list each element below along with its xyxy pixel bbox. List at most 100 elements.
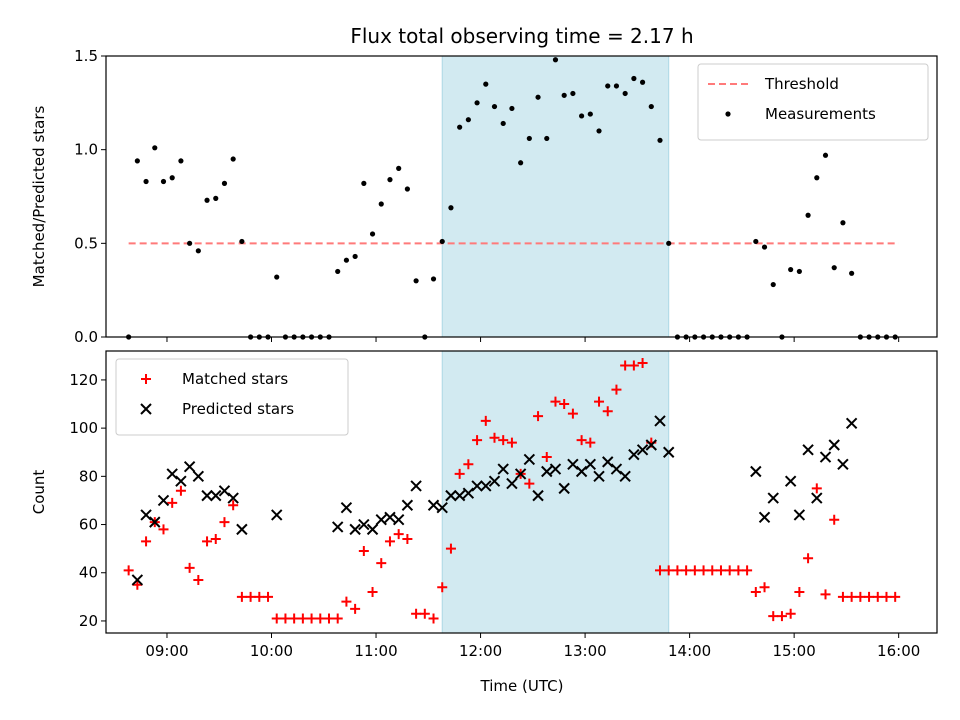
x-tick-label: 12:00: [459, 642, 502, 660]
data-point: [436, 501, 448, 514]
data-point: [855, 591, 866, 602]
data-point: [837, 591, 848, 602]
top-legend: Threshold Measurements: [697, 63, 929, 141]
data-point: [733, 565, 744, 576]
data-point: [491, 103, 498, 110]
y-tick-label: 1.5: [74, 47, 98, 65]
data-point: [340, 501, 353, 514]
data-point: [392, 514, 405, 526]
y-tick-label: 100: [69, 419, 98, 437]
highlight-span: [441, 350, 670, 634]
data-point: [396, 165, 402, 171]
data-point: [274, 274, 280, 280]
data-point: [788, 266, 794, 273]
data-point: [480, 415, 491, 426]
legend-marker: [140, 403, 152, 415]
data-point: [864, 591, 875, 602]
data-point: [784, 475, 797, 487]
top-y-axis-label: Matched/Predicted stars: [30, 106, 48, 288]
data-point: [366, 523, 379, 536]
data-point: [230, 156, 236, 162]
data-point: [803, 553, 814, 564]
data-point: [157, 494, 170, 507]
y-tick-label: 0.0: [74, 328, 98, 346]
data-point: [341, 596, 352, 607]
y-tick-label: 80: [79, 467, 98, 485]
data-point: [802, 444, 814, 456]
data-point: [814, 175, 820, 181]
bottom-legend: Matched stars Predicted stars: [115, 358, 349, 436]
data-point: [315, 613, 326, 624]
data-point: [158, 524, 169, 535]
data-point: [323, 613, 334, 624]
data-point: [605, 83, 611, 89]
legend-box: [115, 358, 349, 436]
data-point: [448, 205, 454, 211]
data-point: [500, 120, 506, 127]
data-point: [776, 611, 787, 622]
bottom-y-axis-label: Count: [30, 470, 48, 515]
data-point: [454, 468, 465, 479]
data-point: [645, 439, 657, 451]
data-point: [497, 463, 509, 475]
x-tick-label: 15:00: [773, 642, 816, 660]
data-point: [376, 558, 387, 569]
data-point: [509, 105, 515, 112]
data-point: [526, 135, 532, 142]
data-point: [793, 509, 806, 521]
data-point: [445, 489, 457, 502]
data-point: [483, 81, 489, 87]
data-point: [561, 92, 567, 98]
legend-label: Threshold: [764, 75, 839, 93]
data-point: [585, 437, 596, 448]
data-point: [289, 613, 300, 624]
data-point: [428, 613, 439, 624]
data-point: [472, 435, 483, 446]
data-point: [596, 128, 602, 134]
data-point: [134, 158, 140, 164]
data-point: [587, 111, 593, 117]
data-point: [820, 589, 831, 600]
data-point: [524, 478, 535, 489]
data-point: [437, 582, 448, 593]
data-point: [358, 518, 370, 531]
y-tick-label: 120: [69, 371, 98, 389]
data-point: [201, 489, 213, 502]
data-point: [750, 465, 762, 478]
data-point: [846, 591, 857, 602]
data-point: [619, 470, 631, 483]
data-point: [175, 475, 187, 487]
data-point: [845, 417, 858, 430]
data-point: [593, 470, 605, 483]
data-point: [881, 591, 892, 602]
data-point: [480, 480, 492, 492]
data-point: [375, 514, 387, 526]
x-tick-label: 11:00: [354, 642, 397, 660]
data-point: [228, 500, 239, 511]
data-point: [169, 175, 175, 181]
data-point: [187, 240, 193, 246]
data-point: [666, 240, 672, 246]
data-point: [335, 268, 341, 275]
data-point: [602, 406, 613, 417]
highlight-span: [441, 55, 670, 338]
data-point: [628, 360, 639, 371]
data-point: [622, 90, 628, 97]
data-point: [559, 399, 570, 410]
data-point: [567, 408, 578, 419]
data-point: [890, 591, 901, 602]
data-point: [819, 451, 832, 463]
data-point: [811, 483, 822, 494]
legend-marker: [141, 374, 151, 384]
legend-label: Predicted stars: [182, 400, 294, 418]
data-point: [489, 432, 500, 443]
data-point: [401, 499, 414, 511]
data-point: [474, 100, 480, 106]
data-point: [140, 509, 152, 521]
y-tick-label: 20: [79, 612, 98, 630]
data-point: [523, 453, 536, 466]
legend-label: Measurements: [765, 105, 876, 123]
data-point: [411, 608, 422, 619]
data-point: [663, 565, 674, 576]
data-point: [263, 591, 274, 602]
